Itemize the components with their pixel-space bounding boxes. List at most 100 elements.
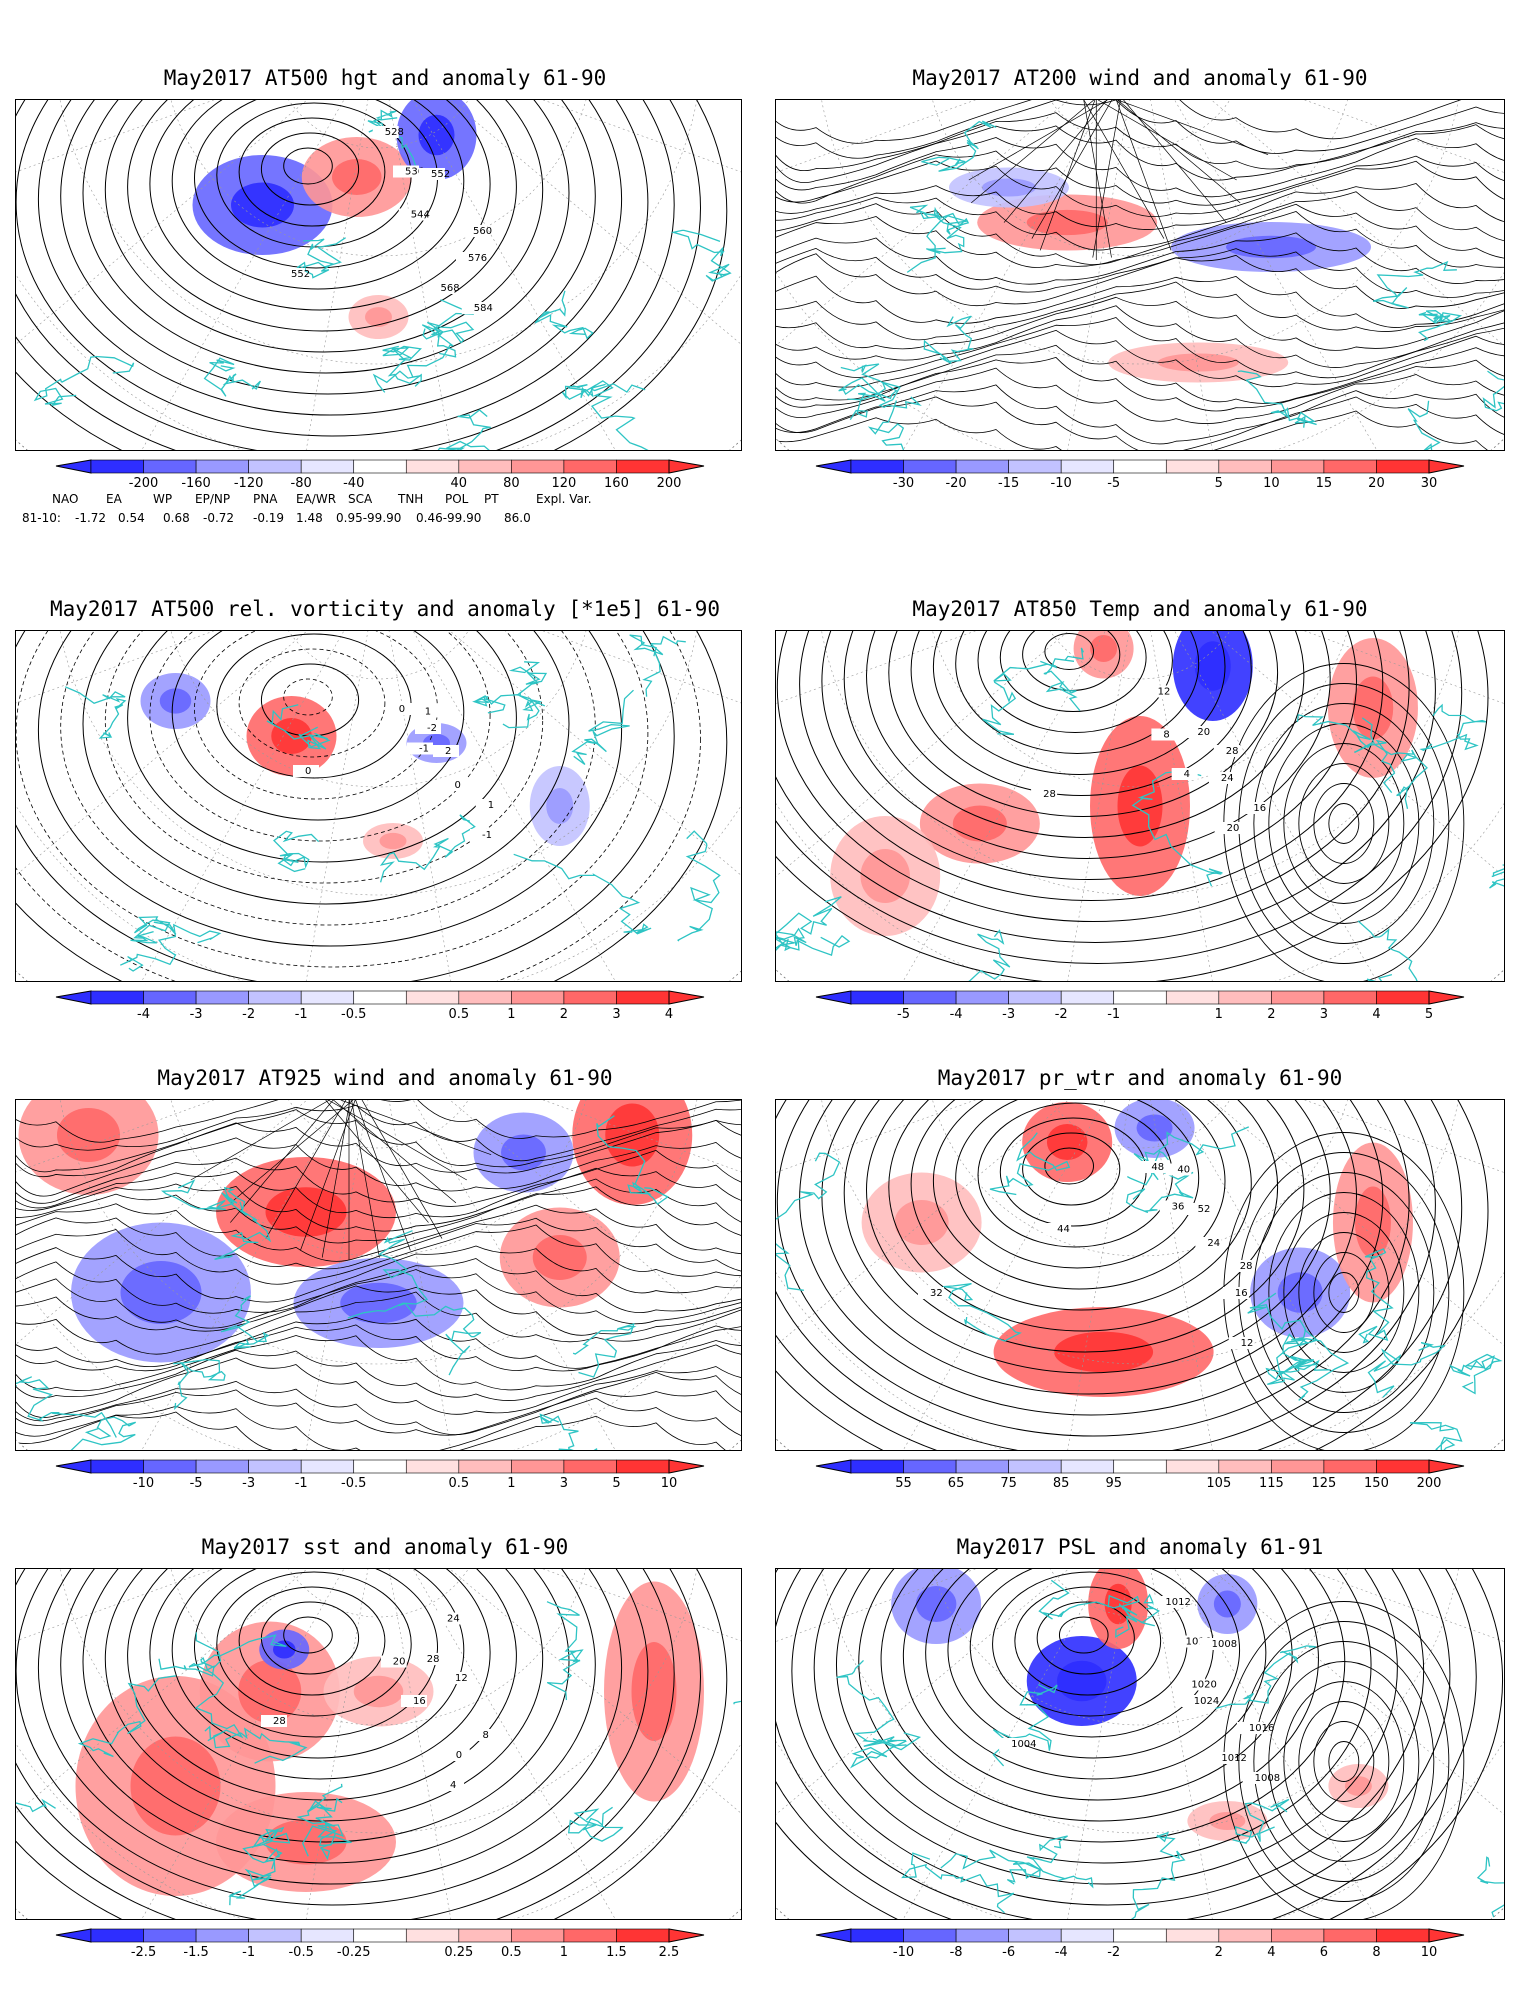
contour-label-bg <box>407 742 433 755</box>
colorbar-swatch <box>353 459 407 474</box>
colorbar-swatch <box>563 990 617 1005</box>
contour-label: 28 <box>273 1716 286 1727</box>
colorbar-swatch <box>1165 459 1220 474</box>
contour-line <box>82 1569 570 1843</box>
contour-label: 28 <box>1043 789 1056 800</box>
contour-line <box>60 631 596 926</box>
map-svg: 20 12 8 4 28 16 24 20 28 <box>776 631 1504 981</box>
contour-line <box>82 631 570 905</box>
streamline <box>776 296 1504 351</box>
contour-line <box>16 100 649 437</box>
streamline <box>16 1109 741 1173</box>
coastline <box>1038 1579 1138 1638</box>
colorbar-swatch <box>143 1459 197 1474</box>
contour-label: 1008 <box>1212 1639 1237 1650</box>
longitude-line <box>284 631 379 981</box>
contour-line <box>37 1569 623 1885</box>
contour-line <box>216 1571 412 1717</box>
contour-label-bg <box>1185 1203 1212 1215</box>
contour-line <box>776 631 1489 981</box>
coastline <box>940 1849 1042 1885</box>
colorbar-swatch <box>353 1928 407 1943</box>
coastline <box>266 704 331 750</box>
colorbar-swatch <box>563 459 617 474</box>
streamline <box>16 1119 741 1178</box>
anomaly-core <box>894 1200 949 1245</box>
colorbar-tick-label: 5 <box>1214 476 1223 491</box>
colorbar-swatch <box>90 459 144 474</box>
coastline <box>1357 920 1420 981</box>
contour-line <box>776 1569 1451 1919</box>
streamline-pole <box>355 1100 411 1251</box>
streamline <box>776 396 1504 450</box>
colorbar-tick-label: 0.5 <box>448 1476 470 1491</box>
colorbar-swatches <box>55 1928 705 1943</box>
colorbar-swatch <box>850 459 904 474</box>
colorbar-swatch <box>1060 1928 1115 1943</box>
contour-label-bg <box>1222 1287 1249 1299</box>
contour-line <box>283 1616 333 1654</box>
contour-line <box>932 1100 1226 1290</box>
colorbar-max-arrow <box>1428 1459 1465 1474</box>
contour-line <box>776 1100 1489 1450</box>
contour-line <box>149 1569 491 1780</box>
coastline <box>1470 1856 1504 1919</box>
colorbar-tick-label: 75 <box>1000 1476 1017 1491</box>
coastline <box>1107 1593 1160 1627</box>
coastline <box>379 814 476 883</box>
colorbar-tick-label: 150 <box>1364 1476 1389 1491</box>
colorbar-tick-label: -8 <box>949 1945 963 1960</box>
longitude-line <box>1139 1569 1504 1694</box>
contour-label: 1004 <box>1011 1739 1036 1750</box>
contour-line <box>999 631 1147 712</box>
contour-label: 1012 <box>1221 1753 1246 1764</box>
anomaly-core <box>365 307 392 327</box>
colorbar-min-arrow <box>815 1928 852 1943</box>
coastline <box>513 853 652 935</box>
anomaly-core <box>1277 1272 1323 1313</box>
coastline <box>16 1794 56 1880</box>
contour-line <box>888 631 1279 817</box>
coastline <box>347 1230 429 1319</box>
contour-label: 40 <box>1177 1165 1190 1176</box>
contour-label: 1 <box>425 707 431 718</box>
tc-header-4: PNA <box>253 492 278 506</box>
contour-label: 12 <box>455 1673 468 1684</box>
coastline <box>677 830 721 942</box>
latitude-circle <box>16 631 741 981</box>
colorbar-tick-label: 95 <box>1105 1476 1122 1491</box>
contour-line <box>16 631 701 981</box>
contour-line <box>776 1569 1504 1919</box>
contour-label: -1 <box>482 830 492 841</box>
coastline <box>1358 1248 1394 1344</box>
streamline <box>776 160 1504 218</box>
colorbar-swatch <box>1060 459 1115 474</box>
colorbar-tick-label: -1 <box>294 1476 308 1491</box>
contour-label-bg <box>412 705 439 718</box>
coastline <box>1482 370 1504 417</box>
coastline <box>867 400 959 450</box>
colorbar-tick-label: 3 <box>612 1007 621 1022</box>
contour-line <box>238 117 386 227</box>
colorbar-swatches <box>55 1459 705 1474</box>
anomaly-core <box>1117 765 1163 847</box>
anomaly-core <box>1046 1124 1088 1160</box>
colorbar-tick-label: 1.5 <box>606 1945 627 1960</box>
colorbar-swatch <box>1218 1459 1272 1474</box>
contour-line <box>858 1569 1346 1843</box>
colorbar-swatch <box>458 990 512 1005</box>
coastline <box>1043 647 1084 712</box>
colorbar-swatch <box>300 990 355 1005</box>
coastline <box>1489 864 1504 931</box>
colorbar-tick-label: 3 <box>559 1476 569 1491</box>
colorbar-tick-label: -2.5 <box>130 1945 157 1960</box>
contour-label-bg <box>261 1715 287 1727</box>
colorbar-swatch <box>903 1928 957 1943</box>
colorbar-swatch <box>616 1928 670 1943</box>
streamline-pole <box>1092 100 1121 258</box>
longitude-line <box>1139 100 1504 388</box>
contour-line <box>1313 783 1375 864</box>
coastline <box>992 1684 1058 1767</box>
colorbar-tick-label: 125 <box>1311 1476 1337 1491</box>
contour-line <box>1238 1621 1450 1902</box>
